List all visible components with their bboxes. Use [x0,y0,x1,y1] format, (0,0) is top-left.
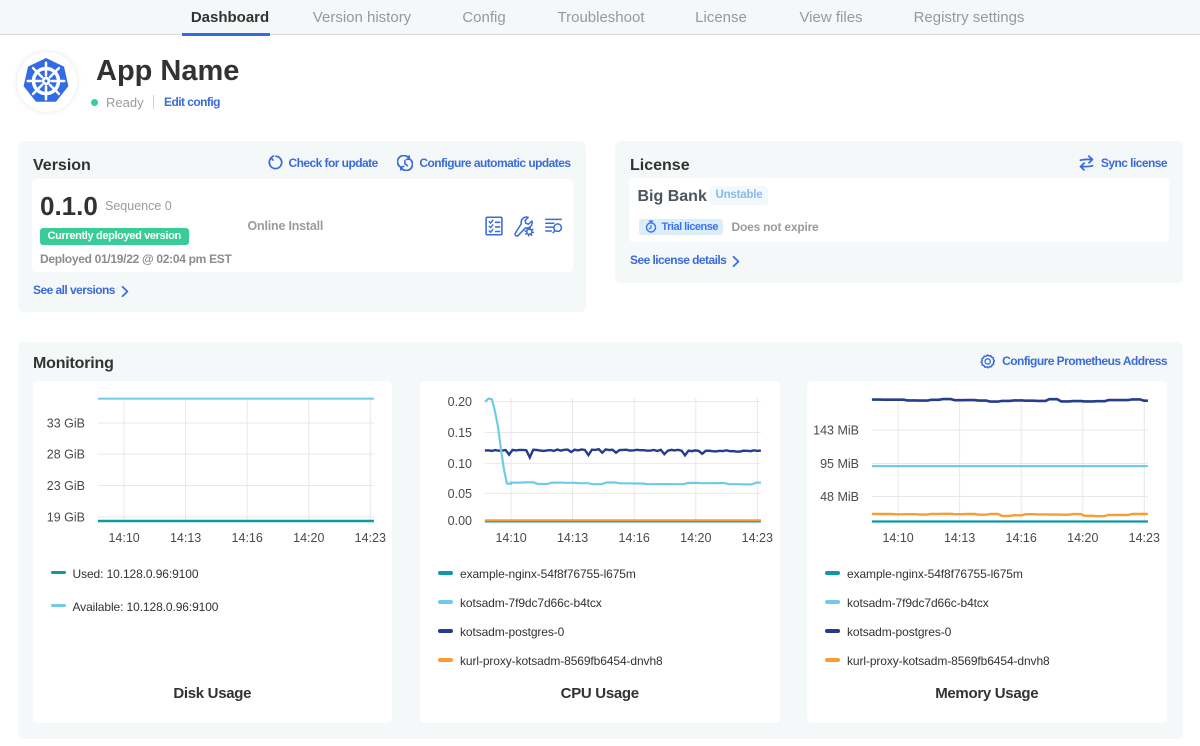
svg-text:0.05: 0.05 [448,487,472,501]
svg-text:48 MiB: 48 MiB [820,490,859,504]
svg-text:14:13: 14:13 [557,531,588,545]
svg-text:0.10: 0.10 [448,457,472,471]
svg-text:14:20: 14:20 [680,531,711,545]
svg-text:28 GiB: 28 GiB [46,448,84,462]
svg-text:14:13: 14:13 [944,531,975,545]
svg-text:14:16: 14:16 [619,531,650,545]
svg-text:14:23: 14:23 [354,531,385,545]
svg-text:14:16: 14:16 [231,531,262,545]
svg-text:19 GiB: 19 GiB [46,511,84,525]
svg-text:33 GiB: 33 GiB [46,417,84,431]
svg-text:14:23: 14:23 [1129,531,1160,545]
svg-text:95 MiB: 95 MiB [820,457,859,471]
svg-text:14:20: 14:20 [1067,531,1098,545]
svg-text:0.00: 0.00 [448,514,472,528]
svg-text:14:10: 14:10 [882,531,913,545]
svg-text:0.20: 0.20 [448,395,472,409]
svg-text:23 GiB: 23 GiB [46,479,84,493]
svg-text:0.15: 0.15 [448,426,472,440]
svg-text:143 MiB: 143 MiB [813,424,859,438]
svg-text:14:13: 14:13 [169,531,200,545]
svg-text:14:10: 14:10 [108,531,139,545]
svg-text:14:23: 14:23 [742,531,773,545]
svg-text:14:20: 14:20 [293,531,324,545]
svg-text:14:16: 14:16 [1006,531,1037,545]
svg-text:14:10: 14:10 [495,531,526,545]
